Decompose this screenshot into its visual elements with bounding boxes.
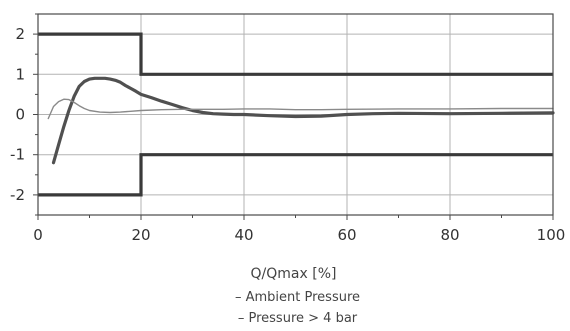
x-axis-title: Q/Qmax [%] — [251, 266, 337, 282]
axis-layer: 2 1 0 -1 -2 0 20 40 60 80 100 — [10, 13, 566, 244]
legend-label: – Ambient Pressure — [235, 290, 360, 305]
legend: – Ambient Pressure – Pressure > 4 bar — [235, 290, 360, 326]
ambient-pressure-series — [51, 76, 555, 165]
x-tick-label: 80 — [440, 226, 459, 244]
legend-item: – Ambient Pressure — [235, 290, 360, 305]
legend-label: – Pressure > 4 bar — [238, 311, 358, 326]
limit-layer — [38, 32, 553, 197]
high-pressure-series — [47, 98, 554, 120]
x-tick-label: 40 — [234, 226, 253, 244]
y-tick-label: 0 — [15, 106, 25, 124]
series-layer — [47, 76, 555, 165]
upper-limit-line — [38, 32, 553, 76]
label-layer: Q/Qmax [%] — [251, 266, 337, 282]
y-tick-label: 1 — [15, 65, 25, 83]
x-tick-label: 60 — [337, 226, 356, 244]
y-tick-label: 2 — [15, 25, 25, 43]
y-tick-label: -1 — [10, 146, 25, 164]
legend-item: – Pressure > 4 bar — [238, 311, 358, 326]
x-tick-label: 0 — [33, 226, 43, 244]
x-tick-label: 100 — [537, 226, 566, 244]
x-tick-label: 20 — [131, 226, 150, 244]
lower-limit-line — [38, 153, 553, 197]
y-tick-label: -2 — [10, 186, 25, 204]
